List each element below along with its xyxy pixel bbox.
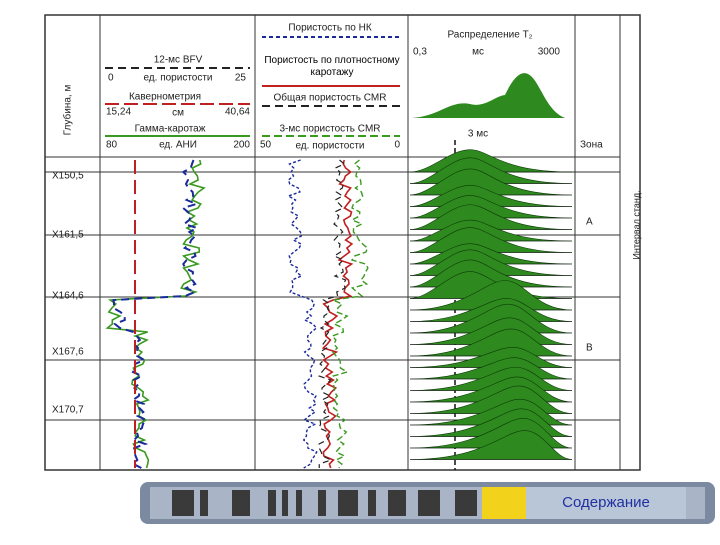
t2-header-curve [412,73,565,118]
label: мс [472,47,484,58]
log-curve [112,159,200,469]
depth-label: X164,6 [52,291,84,302]
label: Пористость по плотностному каротажу [264,55,400,78]
label: 3000 [538,47,561,58]
t2-curve [409,280,573,311]
label: ед. пористости [295,141,364,152]
label: см [172,108,184,119]
nav-block [232,490,250,516]
depth-label: X167,6 [52,347,84,358]
label: 40,64 [225,107,250,118]
depth-label: X170,7 [52,405,84,416]
t2-curve [409,430,573,460]
label: ед. АНИ [159,140,197,151]
label: 200 [233,140,250,151]
label: Зона [580,140,603,151]
label: 0 [108,73,114,84]
side-label: Интервал станд. [631,190,641,259]
log-curve [330,159,369,469]
label: 12-мс BFV [154,55,203,66]
zone: A [586,217,593,228]
contents-button[interactable]: Содержание [562,494,650,511]
nav-block [368,490,376,516]
t2-curve [409,328,573,357]
label: 3-мс пористость CMR [279,124,380,135]
frame [44,14,641,471]
label: Пористость по НК [288,23,371,34]
depth-label: X161,5 [52,230,84,241]
nav-block [455,490,477,516]
label-wrap: Пористость по плотностному каротажу [264,55,400,78]
nav-block [172,490,194,516]
label: 3 мс [468,129,488,140]
label: Кавернометрия [129,92,201,103]
label: Распределение T₂ [447,30,532,41]
t2-curve [409,204,573,230]
log-curve [318,159,347,469]
depth-label: X150,5 [52,171,84,182]
curves [105,149,573,469]
label: ед. пористости [143,73,212,84]
t2-curve [409,347,573,368]
log-curve [286,159,318,469]
zone: B [586,343,593,354]
nav-block [318,490,326,516]
nav-block [268,490,276,516]
t2-curve [409,303,573,334]
nav-bar [140,482,715,524]
t2-curve [409,168,573,196]
depth-axis: Глубина, м [62,85,74,136]
nav-block [296,490,302,516]
nav-block [418,490,440,516]
t2-curve [409,227,573,253]
label: Гамма-каротаж [135,124,206,135]
log-curve [321,159,354,469]
label: 0 [394,140,400,151]
label: 25 [235,73,247,84]
nav-block [200,490,208,516]
label: Общая пористость CMR [274,92,387,104]
nav-block [388,490,406,516]
label: 15,24 [106,107,131,118]
label: 50 [260,140,272,151]
nav-block [338,490,358,516]
label: 0,3 [413,47,427,58]
nav-block [282,490,288,516]
label: 80 [106,140,118,151]
